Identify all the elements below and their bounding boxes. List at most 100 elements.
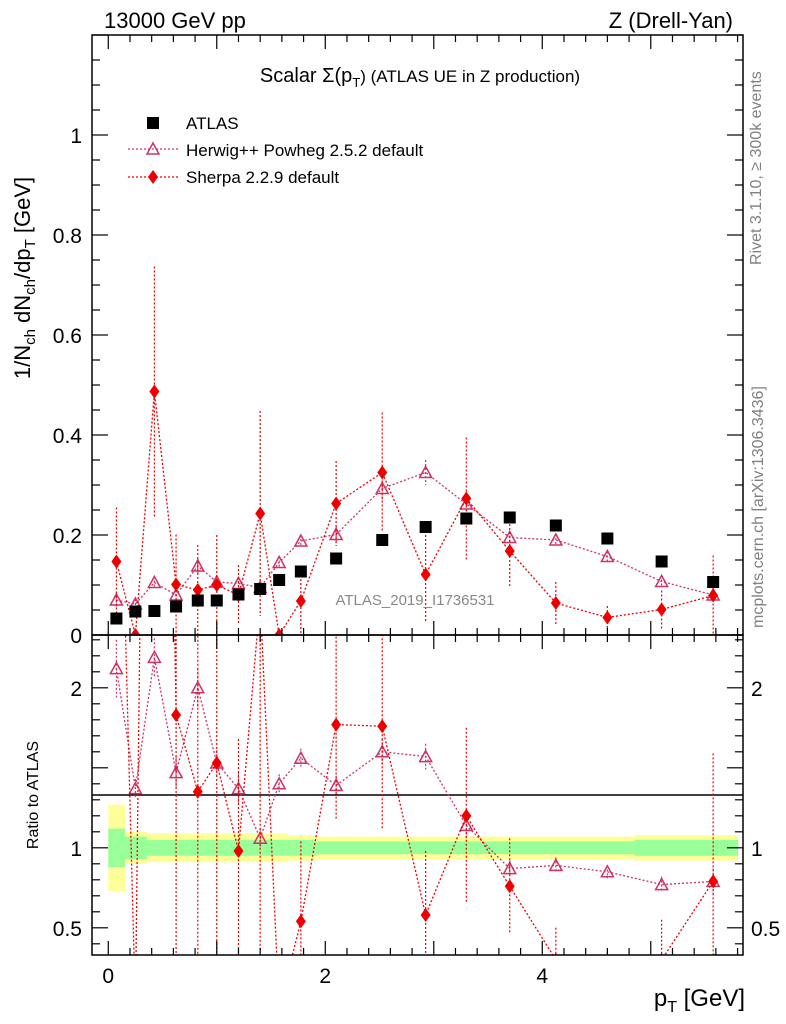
y-tick-label-ratio-right: 2 bbox=[751, 678, 763, 701]
herwig-ratio-point bbox=[374, 744, 390, 758]
y-tick-label-ratio-right: 0.5 bbox=[751, 918, 780, 941]
herwig-point bbox=[600, 548, 615, 563]
herwig-point bbox=[418, 464, 433, 479]
herwig-line bbox=[116, 471, 714, 605]
atlas-point bbox=[110, 612, 123, 625]
herwig-ratio-point bbox=[271, 776, 287, 790]
sherpa-ratio-point bbox=[111, 281, 121, 295]
sherpa-point bbox=[255, 506, 266, 521]
sherpa-ratio-point bbox=[602, 969, 612, 983]
legend-marker-sherpa bbox=[148, 170, 158, 184]
chart-title: Scalar Σ(pT) (ATLAS UE in Z production) bbox=[260, 65, 580, 90]
sherpa-point bbox=[420, 567, 431, 582]
sherpa-point bbox=[461, 491, 472, 506]
sherpa-ratio-point bbox=[171, 708, 182, 722]
rivet-label: Rivet 3.1.10, ≥ 300k events bbox=[748, 71, 765, 265]
axes: 0 2 4 0 0.2 0.4 0.6 0.8 1 0.5 0.5 1 1 2 2 bbox=[53, 34, 780, 988]
atlas-point bbox=[191, 594, 204, 607]
sherpa-point bbox=[708, 588, 719, 603]
ratio-band-inner-bin bbox=[580, 841, 635, 855]
ratio-band-inner-bin bbox=[271, 839, 288, 856]
herwig-ratio-point bbox=[418, 749, 433, 763]
y-axis-title-ratio: Ratio to ATLAS bbox=[25, 741, 42, 849]
ratio-band-inner-bin bbox=[146, 839, 164, 856]
atlas-point bbox=[549, 519, 562, 532]
sherpa-point bbox=[171, 577, 182, 592]
x-tick-label: 0 bbox=[102, 965, 114, 988]
herwig-ratio-point bbox=[459, 817, 474, 832]
herwig-ratio-point bbox=[548, 857, 564, 872]
legend-label-herwig: Herwig++ Powheg 2.5.2 default bbox=[186, 141, 423, 160]
herwig-ratio-point bbox=[147, 649, 162, 664]
y-tick-label-ratio: 0.5 bbox=[53, 918, 82, 941]
sherpa-ratio-point bbox=[377, 719, 388, 734]
svg-text:Scalar Σ(pT) (ATLAS UE in Z pr: Scalar Σ(pT) (ATLAS UE in Z production) bbox=[260, 65, 580, 90]
herwig-point bbox=[147, 574, 162, 589]
legend: ATLAS Herwig++ Powheg 2.5.2 default Sher… bbox=[128, 114, 423, 187]
sherpa-ratio-point bbox=[331, 717, 342, 732]
ratio-band-inner bbox=[108, 828, 739, 867]
legend-label-atlas: ATLAS bbox=[186, 114, 239, 133]
main-plot-area bbox=[109, 266, 721, 635]
atlas-point bbox=[707, 576, 720, 588]
ratio-band-inner-bin bbox=[314, 841, 359, 855]
atlas-point bbox=[273, 574, 286, 586]
sherpa-ratio-point bbox=[504, 879, 515, 894]
herwig-point bbox=[293, 533, 309, 547]
atlas-point bbox=[419, 521, 432, 533]
sherpa-point bbox=[130, 628, 141, 635]
ratio-band-inner-bin bbox=[688, 839, 739, 856]
sherpa-point bbox=[602, 610, 613, 625]
herwig-ratio-point bbox=[293, 750, 309, 764]
y-tick-label-main: 0.6 bbox=[53, 325, 82, 348]
sherpa-ratio-point bbox=[708, 874, 719, 889]
sherpa-ratio-point bbox=[420, 908, 431, 922]
ratio-band-inner-bin bbox=[406, 841, 446, 855]
sherpa-point bbox=[211, 578, 222, 592]
atlas-point bbox=[294, 565, 307, 578]
ratio-band-inner-bin bbox=[357, 841, 408, 855]
atlas-point bbox=[148, 605, 161, 617]
atlas-point bbox=[376, 534, 389, 546]
y-tick-label-ratio: 2 bbox=[70, 678, 82, 701]
y-tick-label-main: 1 bbox=[70, 125, 82, 148]
atlas-point bbox=[170, 600, 183, 613]
herwig-ratio-point bbox=[654, 877, 669, 891]
atlas-point bbox=[601, 532, 614, 545]
herwig-ratio-point bbox=[128, 781, 143, 795]
herwig-point bbox=[271, 554, 287, 569]
sherpa-point bbox=[111, 554, 122, 569]
x-tick-label: 4 bbox=[536, 965, 548, 988]
sherpa-ratio-point bbox=[233, 844, 244, 858]
svg-text:pT [GeV]: pT [GeV] bbox=[654, 985, 745, 1016]
sherpa-point bbox=[550, 596, 561, 610]
herwig-point bbox=[502, 529, 517, 544]
analysis-watermark: ATLAS_2019_I1736531 bbox=[335, 592, 494, 609]
sherpa-ratio-point bbox=[192, 784, 203, 799]
ratio-band-inner-bin bbox=[287, 839, 315, 856]
sherpa-point bbox=[656, 602, 667, 617]
sherpa-point bbox=[149, 384, 160, 399]
y-tick-label-main: 0 bbox=[70, 625, 82, 648]
atlas-point bbox=[330, 552, 343, 565]
ratio-band-inner-bin bbox=[124, 836, 147, 859]
x-axis-title: pT [GeV] bbox=[654, 985, 745, 1016]
y-axis-title-main: 1/Nch dNch/dpT [GeV] bbox=[10, 177, 39, 379]
svg-text:1/Nch dNch/dpT [GeV]: 1/Nch dNch/dpT [GeV] bbox=[10, 177, 39, 379]
atlas-point bbox=[503, 511, 516, 524]
ratio-plot-area bbox=[109, 281, 721, 983]
herwig-ratio-point bbox=[168, 765, 184, 779]
herwig-ratio-point bbox=[190, 680, 206, 694]
herwig-point bbox=[328, 526, 344, 541]
herwig-point bbox=[548, 532, 564, 546]
atlas-point bbox=[210, 594, 223, 607]
legend-label-sherpa: Sherpa 2.2.9 default bbox=[186, 168, 339, 187]
ratio-band-inner-bin bbox=[531, 841, 581, 855]
sherpa-ratio-point bbox=[295, 914, 306, 929]
sherpa-ratio-point bbox=[461, 808, 472, 823]
atlas-point bbox=[129, 605, 142, 618]
atlas-point bbox=[254, 583, 267, 595]
y-tick-label-main: 0.2 bbox=[53, 525, 82, 548]
mcplots-label: mcplots.cern.ch [arXiv:1306.3436] bbox=[750, 386, 767, 628]
